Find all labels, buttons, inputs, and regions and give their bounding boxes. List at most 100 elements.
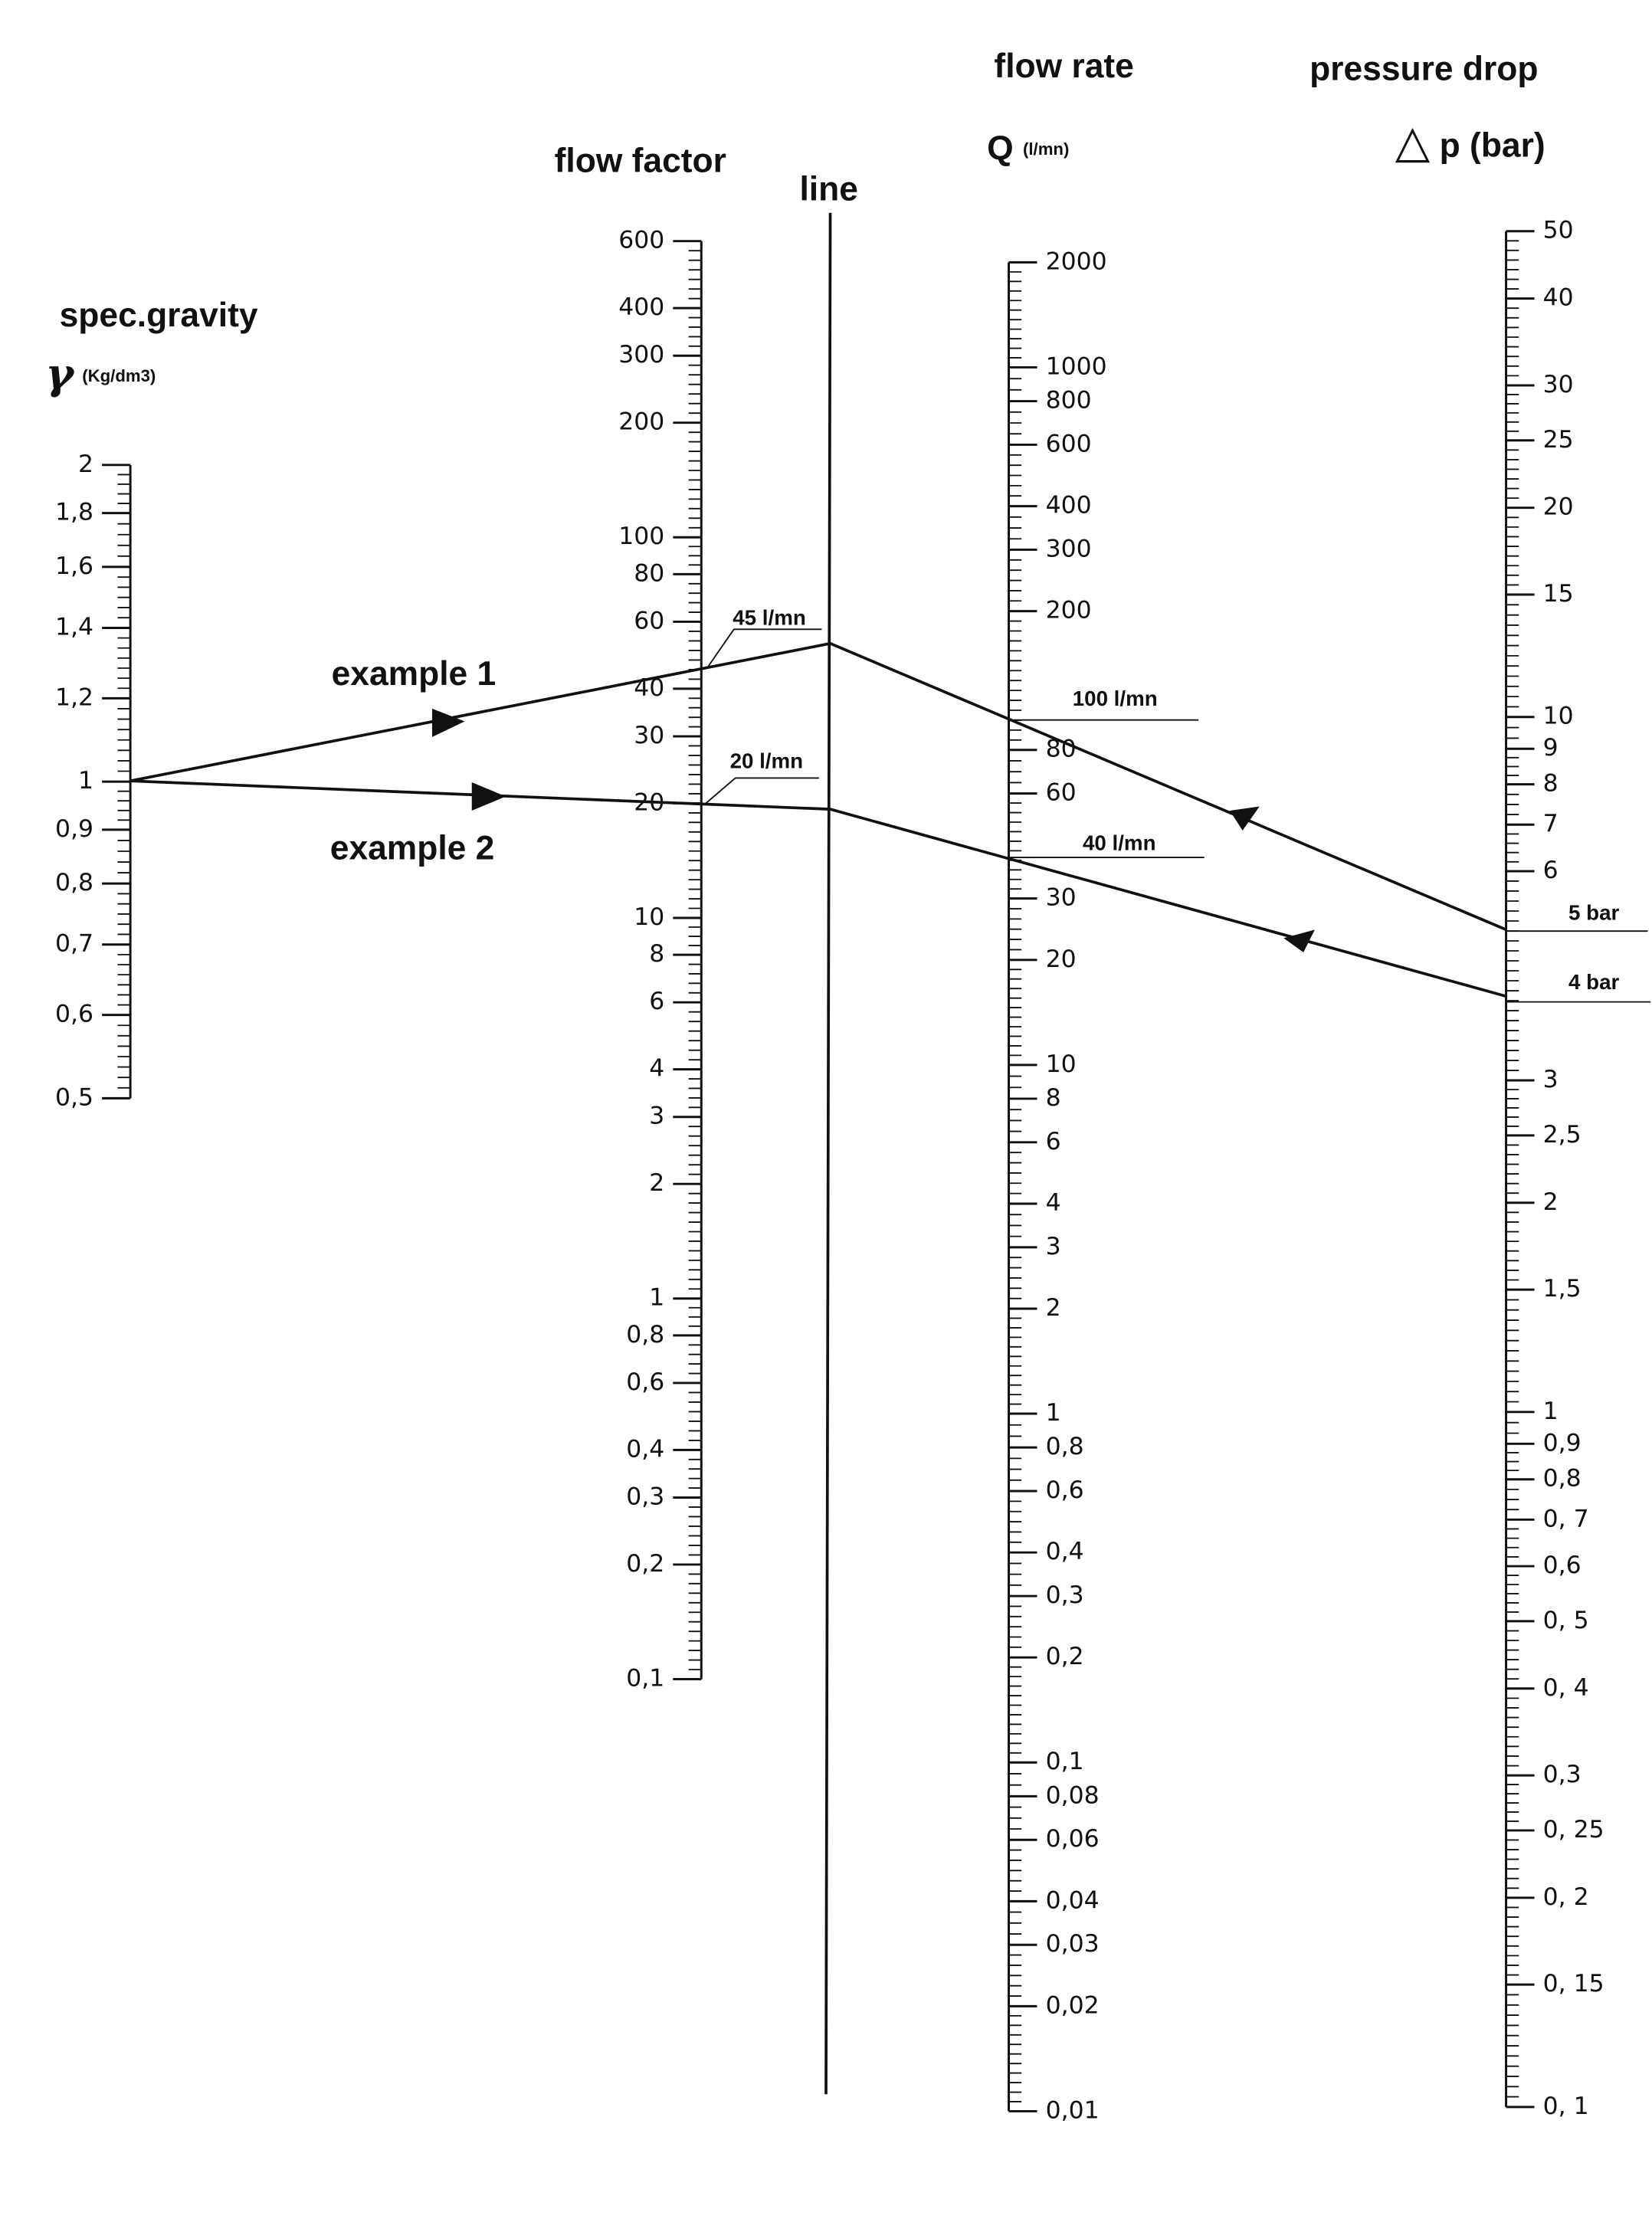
tick-label: 3 [649,1103,664,1130]
tick-label: 0,8 [1543,1465,1582,1493]
tick-label: 6 [1543,857,1559,884]
tick-label: 80 [634,559,664,587]
leader [707,628,822,667]
tick-label: 15 [1543,580,1574,608]
tick-label: 1 [649,1284,664,1312]
example-label: example 1 [332,655,497,693]
tick-label: 400 [618,293,664,321]
tick-label: 2 [1543,1188,1559,1216]
tick-label: 0,06 [1046,1825,1100,1853]
tick-label: 40 [634,674,664,702]
tick-label: 0,04 [1046,1886,1100,1914]
tick-label: 300 [1046,535,1092,562]
axis-symbol: Q [987,129,1014,167]
tick-label: 0, 7 [1543,1505,1589,1532]
tick-label: 3 [1046,1233,1061,1260]
example-label: example 2 [330,829,495,867]
tick-label: 1 [78,767,93,795]
tick-label: 2 [649,1169,664,1197]
tick-label: 0, 5 [1543,1607,1589,1634]
tick-label: 20 [1543,493,1574,521]
tick-label: 1 [1543,1398,1559,1425]
tick-label: 25 [1543,426,1574,454]
tick-label: 0,8 [55,869,93,896]
tick-label: 8 [1543,770,1559,798]
tick-label: 2000 [1046,247,1107,275]
annotation: 20 l/mn [730,749,804,772]
annotation: 45 l/mn [733,606,806,630]
tick-label: 0, 15 [1543,1970,1604,1998]
tick-label: 10 [1046,1050,1077,1078]
axis-title: spec.gravity [60,297,258,334]
annotation: 100 l/mn [1073,687,1158,710]
tick-label: 0,4 [1046,1538,1084,1565]
tick-label: 20 [1046,945,1077,973]
tick-label: 0, 4 [1543,1674,1589,1702]
tick-label: 1,6 [55,552,93,580]
tick-label: 2,5 [1543,1121,1582,1149]
axis-unit: p (bar) [1440,126,1545,164]
tick-label: 8 [649,940,664,968]
tick-label: 2 [1046,1294,1061,1322]
axis-unit: (l/mn) [1023,139,1069,159]
tick-label: 100 [618,523,664,550]
tick-label: 0,9 [55,815,93,843]
tick-label: 0,2 [626,1550,664,1578]
tick-label: 0,8 [626,1321,664,1349]
axis-title: flow factor [555,143,726,180]
arrow [471,782,506,811]
arrow [1283,929,1315,952]
tick-label: 0,6 [626,1368,664,1396]
tick-label: 2 [78,451,93,478]
tick-label: 4 [649,1055,664,1083]
tick-label: 0, 1 [1543,2093,1589,2120]
tick-label: 1,5 [1543,1275,1582,1303]
arrow [431,708,465,737]
axis-unit: (Kg/dm3) [82,366,156,385]
tick-label: 400 [1046,492,1092,519]
tick-label: 1,4 [55,613,93,641]
annotation: 4 bar [1568,970,1619,994]
arrow [1229,806,1260,831]
tick-label: 0,7 [55,930,93,958]
tick-label: 0,4 [626,1435,664,1463]
tick-label: 1,2 [55,683,93,711]
tick-label: 300 [618,341,664,369]
tick-label: 50 [1543,217,1574,244]
tick-label: 1,8 [55,499,93,526]
tick-label: 0,01 [1046,2096,1100,2124]
tick-label: 0,8 [1046,1433,1084,1460]
tick-label: 1 [1046,1399,1061,1427]
tick-label: 200 [618,408,664,436]
annotation: 5 bar [1568,900,1619,924]
axis-title: pressure drop [1309,51,1538,88]
axis-title: flow rate [994,48,1133,85]
tick-label: 40 [1543,284,1574,312]
tick-label: 600 [1046,430,1092,457]
tick-label: 9 [1543,734,1559,762]
tick-label: 0, 25 [1543,1816,1604,1843]
tick-label: 0,9 [1543,1429,1582,1457]
tick-label: 10 [1543,703,1574,730]
example-path [129,641,1507,932]
leader [705,777,819,805]
tick-label: 4 [1046,1189,1061,1217]
tick-label: 0,1 [1046,1748,1084,1775]
tick-label: 30 [634,722,664,749]
annotation: 40 l/mn [1083,831,1156,855]
line-title: line [799,171,857,208]
tick-label: 7 [1543,810,1559,837]
tick-label: 6 [1046,1128,1061,1155]
tick-label: 3 [1543,1066,1559,1093]
tick-label: 0,1 [626,1664,664,1692]
tick-label: 20 [634,788,664,816]
tick-label: 1000 [1046,352,1107,380]
tick-label: 0,03 [1046,1930,1100,1958]
tick-label: 6 [649,988,664,1015]
tick-label: 8 [1046,1084,1061,1112]
tick-label: 0, 2 [1543,1883,1589,1911]
tick-label: 0,02 [1046,1991,1100,2019]
axis-symbol: γ [45,349,75,399]
tick-label: 0,3 [1046,1581,1084,1609]
